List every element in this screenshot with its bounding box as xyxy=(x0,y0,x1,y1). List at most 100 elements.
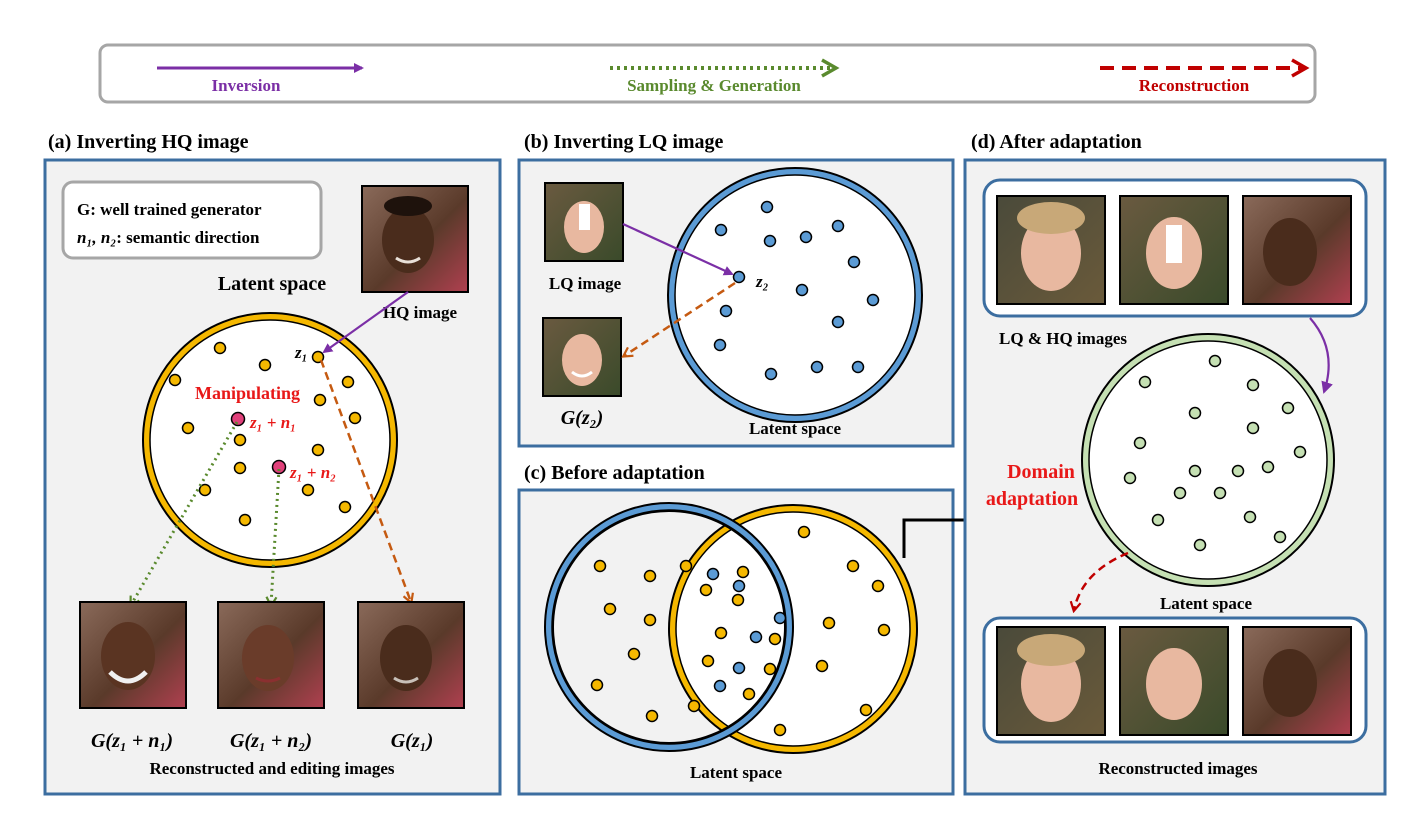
panel-a: (a) Inverting HQ image G: well trained g… xyxy=(43,131,502,796)
latent-dot xyxy=(731,593,745,607)
panel-d-title: (d) After adaptation xyxy=(971,131,1142,153)
latent-dot xyxy=(627,647,641,661)
latent-dot xyxy=(643,613,657,627)
legend-bar: Inversion Sampling & Generation Reconstr… xyxy=(98,43,1317,104)
latent-dot xyxy=(714,223,728,237)
latent-dot xyxy=(233,433,247,447)
output-image-1 xyxy=(79,601,187,709)
latent-dot xyxy=(871,579,885,593)
latent-dot xyxy=(799,230,813,244)
latent-dot xyxy=(168,373,182,387)
reconstruct-arrow-a xyxy=(319,359,411,602)
latent-dot xyxy=(866,293,880,307)
latent-dot xyxy=(1281,401,1295,415)
output-image-girl xyxy=(1119,626,1229,736)
latent-dot xyxy=(773,611,787,625)
z1n1-label: z₁ + n₁ xyxy=(249,413,296,432)
note-line1: G: well trained generator xyxy=(77,200,262,219)
latent-dot xyxy=(815,659,829,673)
latent-dot xyxy=(233,461,247,475)
output-image-2 xyxy=(217,601,325,709)
hq-image xyxy=(361,185,469,293)
panel-a-latent-label: Latent space xyxy=(218,273,326,295)
latent-dot xyxy=(1246,421,1260,435)
latent-dot xyxy=(258,358,272,372)
panel-b-title: (b) Inverting LQ image xyxy=(524,131,724,153)
legend-reconstruction: Reconstruction xyxy=(1139,76,1250,95)
out2-label: G(z₁ + n₂) xyxy=(230,730,312,752)
latent-dot xyxy=(764,367,778,381)
latent-dot xyxy=(1138,375,1152,389)
latent-dot xyxy=(590,678,604,692)
output-image-3 xyxy=(357,601,465,709)
latent-dot xyxy=(593,559,607,573)
latent-dot xyxy=(1193,538,1207,552)
inversion-arrow-d xyxy=(1309,317,1333,394)
adaptation-label: adaptation xyxy=(986,488,1078,510)
latent-dot xyxy=(1273,530,1287,544)
latent-dot xyxy=(311,350,325,364)
latent-dot xyxy=(822,616,836,630)
latent-dot xyxy=(1188,464,1202,478)
panel-c-title: (c) Before adaptation xyxy=(524,462,705,484)
panel-c-latent-label: Latent space xyxy=(690,763,783,782)
latent-dot xyxy=(687,699,701,713)
latent-dot xyxy=(763,234,777,248)
latent-dot xyxy=(1173,486,1187,500)
panel-a-title: (a) Inverting HQ image xyxy=(48,131,249,153)
latent-dot xyxy=(797,525,811,539)
latent-dot xyxy=(181,421,195,435)
latent-dot xyxy=(742,687,756,701)
latent-dot xyxy=(643,569,657,583)
latent-dot xyxy=(699,583,713,597)
lq-image xyxy=(544,182,624,262)
legend-inversion: Inversion xyxy=(212,76,282,95)
panel-d: (d) After adaptation LQ & HQ images Doma… xyxy=(963,131,1387,796)
latent-dot xyxy=(271,459,287,475)
legend-frame xyxy=(98,43,1317,104)
latent-dot xyxy=(859,703,873,717)
latent-dot xyxy=(810,360,824,374)
latent-dot xyxy=(238,513,252,527)
latent-dot xyxy=(736,565,750,579)
latent-dots-b xyxy=(713,200,880,381)
inputs-label: LQ & HQ images xyxy=(999,329,1127,348)
latent-dot xyxy=(1188,406,1202,420)
out1-label: G(z₁ + n₁) xyxy=(91,730,173,752)
note-line2: n₁, n₂: semantic direction xyxy=(77,228,260,247)
reconstruct-arrow-d xyxy=(1074,551,1129,610)
latent-dot xyxy=(847,255,861,269)
gz2-image xyxy=(542,317,622,397)
latent-dot xyxy=(230,411,246,427)
latent-dot xyxy=(1261,460,1275,474)
latent-dot xyxy=(1293,445,1307,459)
z2-label: z₂ xyxy=(755,272,769,291)
reconstruct-arrow-b xyxy=(624,281,736,356)
latent-dot xyxy=(795,283,809,297)
latent-dot xyxy=(348,411,362,425)
latent-dot xyxy=(732,270,746,284)
latent-circle-c-blue xyxy=(546,504,792,750)
latent-dot xyxy=(645,709,659,723)
latent-dot xyxy=(1246,378,1260,392)
latent-circle-b xyxy=(669,169,921,421)
latent-dot xyxy=(831,219,845,233)
panel-d-latent-label: Latent space xyxy=(1160,594,1253,613)
latent-dot xyxy=(1208,354,1222,368)
latent-dots-d xyxy=(1123,354,1307,552)
latent-dots-a xyxy=(168,341,362,527)
latent-dot xyxy=(760,200,774,214)
latent-dot xyxy=(706,567,720,581)
latent-dot xyxy=(338,500,352,514)
latent-dot xyxy=(714,626,728,640)
latent-dot xyxy=(1213,486,1227,500)
latent-circle-d xyxy=(1083,335,1333,585)
latent-dot xyxy=(1151,513,1165,527)
input-image-girl xyxy=(1119,195,1229,305)
domain-label: Domain xyxy=(1007,461,1075,483)
latent-dot xyxy=(713,679,727,693)
latent-dot xyxy=(749,630,763,644)
panel-c: (c) Before adaptation Latent space xyxy=(517,462,1086,796)
latent-dot xyxy=(768,632,782,646)
